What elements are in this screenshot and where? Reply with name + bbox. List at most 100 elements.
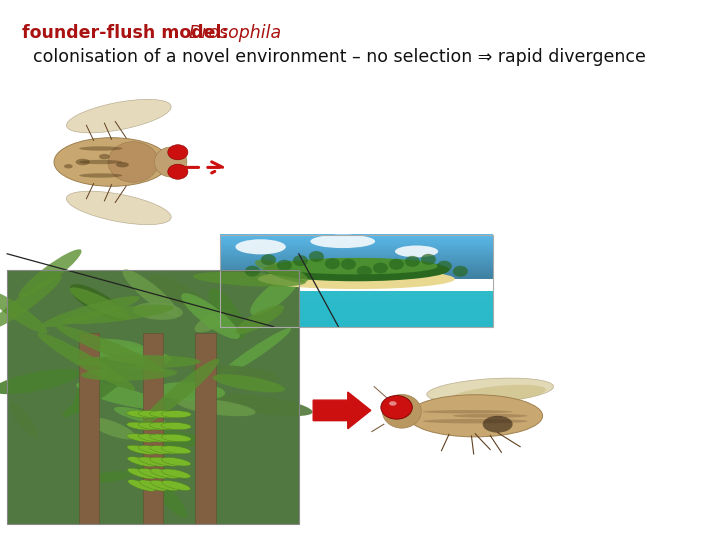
Bar bbox=[78, 334, 99, 524]
Ellipse shape bbox=[427, 378, 554, 403]
Ellipse shape bbox=[325, 258, 340, 269]
Bar bbox=[220, 248, 493, 251]
Bar bbox=[220, 263, 493, 266]
Bar bbox=[220, 234, 493, 237]
Ellipse shape bbox=[181, 293, 240, 339]
FancyArrow shape bbox=[313, 392, 371, 429]
Ellipse shape bbox=[150, 469, 179, 478]
Bar bbox=[220, 310, 493, 313]
Ellipse shape bbox=[261, 254, 276, 265]
Bar bbox=[220, 324, 493, 327]
Ellipse shape bbox=[168, 145, 188, 160]
Ellipse shape bbox=[84, 345, 172, 364]
Bar bbox=[220, 271, 493, 273]
Ellipse shape bbox=[421, 254, 436, 265]
Bar bbox=[220, 315, 493, 318]
Ellipse shape bbox=[161, 422, 192, 430]
Ellipse shape bbox=[150, 422, 179, 430]
Bar bbox=[220, 262, 493, 264]
Ellipse shape bbox=[453, 414, 528, 418]
Ellipse shape bbox=[81, 367, 177, 381]
Bar bbox=[220, 317, 493, 320]
Ellipse shape bbox=[79, 146, 122, 151]
Ellipse shape bbox=[162, 481, 191, 490]
Ellipse shape bbox=[37, 333, 135, 390]
Bar bbox=[220, 322, 493, 325]
Ellipse shape bbox=[293, 255, 308, 266]
Ellipse shape bbox=[19, 249, 81, 298]
Bar bbox=[220, 300, 493, 302]
Ellipse shape bbox=[99, 154, 110, 159]
Bar bbox=[220, 275, 493, 278]
Ellipse shape bbox=[66, 99, 171, 133]
Bar bbox=[220, 273, 493, 276]
Ellipse shape bbox=[277, 260, 292, 271]
Ellipse shape bbox=[0, 289, 48, 333]
Ellipse shape bbox=[127, 422, 156, 430]
Ellipse shape bbox=[209, 288, 246, 339]
Ellipse shape bbox=[251, 274, 300, 315]
Ellipse shape bbox=[114, 407, 165, 424]
Ellipse shape bbox=[150, 434, 179, 442]
Bar bbox=[220, 256, 493, 259]
Ellipse shape bbox=[141, 359, 219, 425]
Ellipse shape bbox=[139, 480, 167, 491]
Bar bbox=[220, 242, 493, 245]
Ellipse shape bbox=[149, 275, 210, 312]
Bar bbox=[220, 246, 493, 248]
Ellipse shape bbox=[127, 468, 156, 479]
Ellipse shape bbox=[63, 374, 127, 417]
Ellipse shape bbox=[309, 251, 324, 262]
Ellipse shape bbox=[389, 259, 404, 270]
Ellipse shape bbox=[245, 266, 260, 276]
Ellipse shape bbox=[138, 410, 168, 418]
Bar bbox=[220, 293, 493, 295]
Ellipse shape bbox=[155, 382, 225, 401]
Bar bbox=[220, 294, 493, 297]
Bar bbox=[220, 253, 493, 255]
Ellipse shape bbox=[63, 305, 174, 324]
Ellipse shape bbox=[274, 258, 438, 274]
Ellipse shape bbox=[255, 260, 308, 282]
Ellipse shape bbox=[89, 417, 135, 440]
Ellipse shape bbox=[116, 162, 129, 167]
Ellipse shape bbox=[138, 457, 168, 467]
Ellipse shape bbox=[310, 234, 375, 248]
Ellipse shape bbox=[161, 457, 191, 466]
Ellipse shape bbox=[191, 364, 279, 382]
Ellipse shape bbox=[10, 403, 37, 437]
Ellipse shape bbox=[42, 296, 140, 327]
Text: founder-flush model:: founder-flush model: bbox=[22, 24, 234, 42]
Ellipse shape bbox=[437, 261, 452, 272]
Ellipse shape bbox=[482, 416, 513, 433]
Bar bbox=[220, 298, 493, 301]
Bar bbox=[220, 313, 493, 316]
Ellipse shape bbox=[70, 284, 125, 320]
Ellipse shape bbox=[405, 256, 420, 267]
Ellipse shape bbox=[177, 399, 256, 416]
Bar bbox=[220, 296, 493, 299]
Ellipse shape bbox=[161, 469, 191, 478]
Ellipse shape bbox=[215, 394, 312, 416]
Ellipse shape bbox=[136, 462, 187, 518]
Ellipse shape bbox=[453, 266, 468, 277]
Ellipse shape bbox=[127, 457, 156, 467]
Ellipse shape bbox=[56, 326, 165, 373]
Bar bbox=[220, 259, 493, 261]
Bar bbox=[220, 247, 493, 249]
Bar bbox=[195, 334, 215, 524]
Ellipse shape bbox=[77, 355, 201, 369]
Ellipse shape bbox=[168, 164, 188, 179]
Ellipse shape bbox=[218, 328, 291, 377]
Ellipse shape bbox=[127, 445, 156, 455]
Bar bbox=[220, 306, 493, 309]
Bar bbox=[220, 319, 493, 321]
Bar bbox=[220, 301, 493, 304]
Ellipse shape bbox=[140, 430, 204, 447]
Ellipse shape bbox=[373, 262, 388, 274]
Ellipse shape bbox=[235, 239, 286, 254]
Ellipse shape bbox=[264, 258, 449, 281]
Bar bbox=[220, 272, 493, 274]
Bar bbox=[220, 244, 493, 247]
Ellipse shape bbox=[423, 419, 528, 423]
